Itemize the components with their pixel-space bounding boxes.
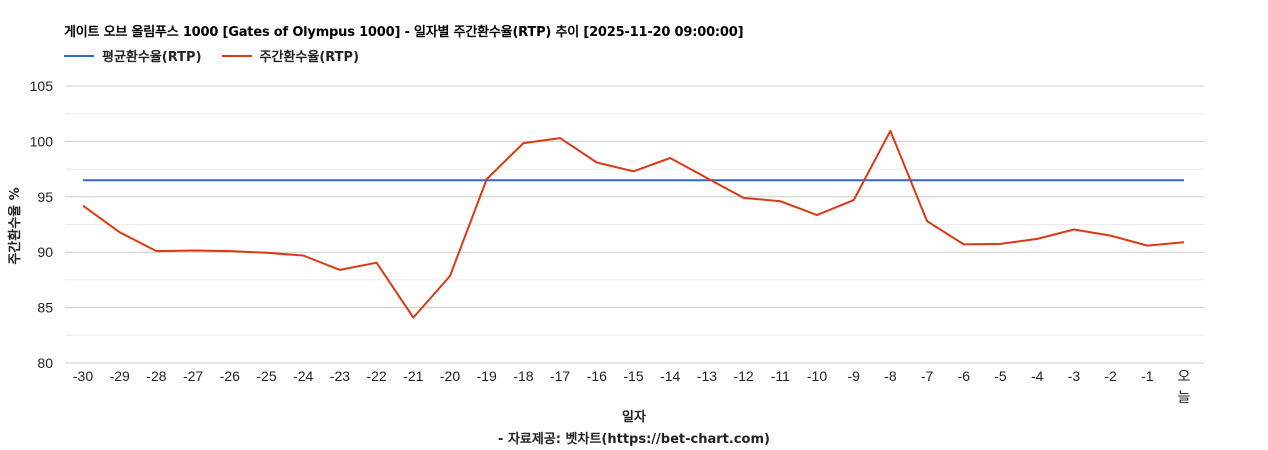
y-tick-label: 105: [30, 78, 54, 94]
x-tick-label: -25: [256, 368, 276, 384]
x-tick-label: -2: [1104, 368, 1117, 384]
x-tick-label: -12: [733, 368, 753, 384]
x-tick-label: -16: [587, 368, 607, 384]
x-tick-label: -7: [921, 368, 934, 384]
y-tick-label: 85: [37, 300, 53, 316]
x-tick-label: 늘: [1178, 389, 1191, 405]
x-tick-label: -18: [513, 368, 533, 384]
series-line-weekly-rtp[interactable]: [82, 129, 1185, 319]
x-tick-label: -17: [550, 368, 570, 384]
x-axis-label: 일자: [622, 410, 646, 425]
y-tick-label: 95: [37, 189, 53, 205]
y-tick-label: 80: [37, 355, 53, 371]
x-tick-label: -5: [994, 368, 1007, 384]
x-tick-label: -11: [771, 368, 790, 384]
x-tick-label: -20: [440, 368, 460, 384]
x-tick-label: -9: [847, 368, 860, 384]
x-tick-label: -26: [220, 368, 240, 384]
x-tick-label: -19: [477, 368, 497, 384]
x-tick-label: -24: [293, 368, 313, 384]
y-axis-label: 주간환수율 %: [8, 187, 23, 265]
x-tick-label: -21: [403, 368, 423, 384]
x-tick-label: -4: [1031, 368, 1044, 384]
x-tick-label: -28: [146, 368, 166, 384]
x-tick-label: -1: [1141, 368, 1154, 384]
legend-label-weekly: 주간환수율(RTP): [259, 50, 360, 65]
source-credit: - 자료제공: 벳차트(https://bet-chart.com): [498, 432, 770, 447]
x-tick-label: -13: [697, 368, 717, 384]
y-tick-label: 90: [37, 244, 53, 260]
x-tick-label: 오: [1178, 368, 1191, 384]
y-tick-label: 100: [30, 133, 54, 149]
legend-swatch-average-icon: [64, 54, 94, 57]
legend: 평균환수율(RTP) 주간환수율(RTP): [64, 46, 379, 65]
x-tick-label: -10: [807, 368, 827, 384]
x-tick-label: -8: [884, 368, 897, 384]
legend-label-average: 평균환수율(RTP): [102, 50, 202, 65]
legend-item-weekly-rtp[interactable]: 주간환수율(RTP): [221, 46, 360, 65]
x-tick-label: -3: [1068, 368, 1081, 384]
x-tick-label: -22: [366, 368, 386, 384]
x-tick-label: -27: [183, 368, 203, 384]
x-tick-label: -29: [110, 368, 130, 384]
x-tick-label: -6: [958, 368, 971, 384]
x-tick-label: -14: [660, 368, 680, 384]
x-tick-label: -23: [330, 368, 350, 384]
legend-swatch-weekly-icon: [221, 54, 252, 57]
chart-title: 게이트 오브 올림푸스 1000 [Gates of Olympus 1000]…: [64, 25, 744, 40]
legend-item-average-rtp[interactable]: 평균환수율(RTP): [64, 46, 202, 65]
x-tick-label: -15: [623, 368, 643, 384]
x-tick-label: -30: [73, 368, 93, 384]
